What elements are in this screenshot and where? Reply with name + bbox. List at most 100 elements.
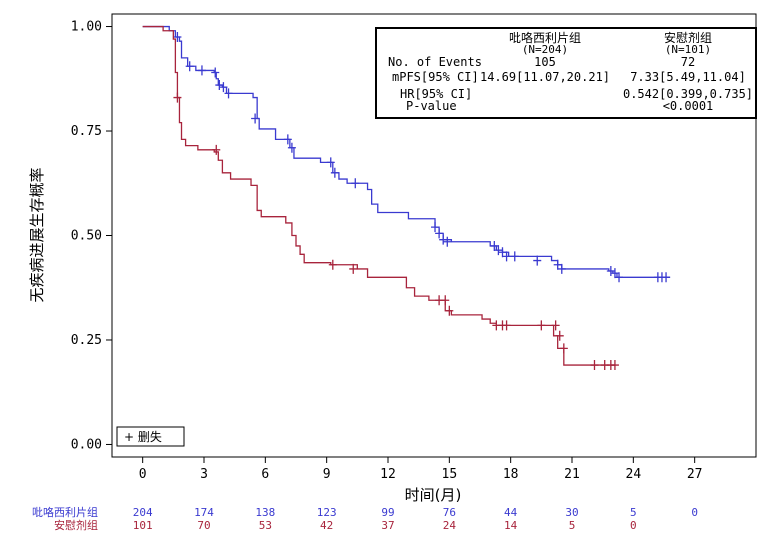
censor-mark [610, 268, 619, 279]
stats-header-blue: 吡咯西利片组 [509, 30, 581, 45]
stats-header-blue-n: (N=204) [522, 43, 568, 56]
y-axis-label: 无疾病进展生存概率 [28, 167, 46, 302]
stats-box: 吡咯西利片组 (N=204) 安慰剂组 (N=101) No. of Event… [375, 27, 757, 119]
risk-count: 138 [255, 506, 275, 519]
y-tick-label: 0.75 [71, 124, 102, 139]
censor-mark [349, 263, 358, 274]
risk-count: 30 [565, 506, 578, 519]
stats-row-hr-red: 0.542[0.399,0.735] [623, 87, 753, 101]
censor-mark [606, 266, 615, 277]
risk-count: 174 [194, 506, 214, 519]
censor-mark [173, 92, 182, 103]
stats-row-pvalue-label: P-value [406, 99, 457, 113]
km-curves [142, 25, 671, 371]
risk-count: 5 [569, 519, 576, 532]
y-tick-label: 0.25 [71, 333, 102, 348]
censor-mark [610, 360, 619, 371]
risk-count: 0 [691, 506, 698, 519]
x-tick-label: 24 [626, 467, 642, 482]
stats-row-events-blue: 105 [534, 55, 556, 69]
censor-mark [326, 157, 335, 168]
censor-mark [173, 31, 182, 42]
legend-frame [116, 426, 185, 447]
censor-mark [287, 142, 296, 153]
risk-count: 42 [320, 519, 333, 532]
x-tick-label: 15 [442, 467, 458, 482]
stats-row-mpfs-label: mPFS[95% CI] [392, 70, 479, 84]
risk-count: 5 [630, 506, 637, 519]
x-tick-label: 21 [564, 467, 580, 482]
risk-count: 14 [504, 519, 518, 532]
x-tick-label: 6 [261, 467, 269, 482]
censor-mark [615, 272, 624, 283]
stats-header-red-n: (N=101) [665, 43, 711, 56]
risk-row-label: 吡咯西利片组 [32, 505, 98, 519]
x-tick-label: 3 [200, 467, 208, 482]
km-step-line [142, 25, 615, 366]
x-tick-label: 18 [503, 467, 519, 482]
censor-mark [283, 134, 292, 145]
censor-mark [431, 222, 440, 233]
risk-count: 76 [443, 506, 456, 519]
stats-row-mpfs-red: 7.33[5.49,11.04] [630, 70, 746, 84]
censor-mark [490, 240, 499, 251]
censor-mark [553, 259, 562, 270]
censor-mark [557, 263, 566, 274]
x-axis-label: 时间(月) [405, 486, 462, 504]
censor-mark [537, 320, 546, 331]
censor-mark [439, 234, 448, 245]
censor-mark [185, 61, 194, 72]
censor-mark [219, 82, 228, 93]
censor-mark [328, 259, 337, 270]
risk-count: 70 [197, 519, 210, 532]
censor-mark [445, 305, 454, 316]
risk-count: 37 [381, 519, 394, 532]
risk-count: 101 [133, 519, 153, 532]
censor-mark [251, 113, 260, 124]
y-tick-label: 0.50 [71, 229, 102, 244]
legend: + 删失 [116, 426, 185, 447]
stats-row-events-red: 72 [681, 55, 695, 69]
risk-count: 0 [630, 519, 637, 532]
censor-mark [502, 320, 511, 331]
censor-mark [441, 295, 450, 306]
stats-row-mpfs-blue: 14.69[11.07,20.21] [480, 70, 610, 84]
censor-mark [443, 236, 452, 247]
stats-row-hr-label: HR[95% CI] [400, 87, 472, 101]
censor-mark [498, 247, 507, 258]
risk-row-label: 安慰剂组 [54, 518, 98, 532]
censor-mark [662, 272, 671, 283]
censor-mark [494, 245, 503, 256]
censor-mark [551, 320, 560, 331]
risk-count: 24 [443, 519, 457, 532]
legend-label: + 删失 [124, 429, 162, 444]
risk-count: 44 [504, 506, 518, 519]
censor-mark [330, 167, 339, 178]
stats-row-events-label: No. of Events [388, 55, 482, 69]
censor-mark [559, 343, 568, 354]
x-tick-label: 12 [380, 467, 396, 482]
stats-box-frame [375, 27, 757, 119]
risk-count: 204 [133, 506, 153, 519]
risk-count: 53 [259, 519, 272, 532]
censor-mark [533, 255, 542, 266]
stats-row-pvalue-red: <0.0001 [663, 99, 714, 113]
censor-mark [351, 178, 360, 189]
censor-mark [502, 251, 511, 262]
x-axis: 0 3 6 9 12 15 18 21 24 27 [139, 457, 703, 482]
series-placebo [142, 25, 619, 371]
y-tick-label: 1.00 [71, 20, 102, 35]
censor-mark [590, 360, 599, 371]
censor-mark [211, 67, 220, 78]
y-axis: 0.00 0.25 0.50 0.75 1.00 [71, 20, 112, 452]
x-tick-label: 27 [687, 467, 703, 482]
x-tick-label: 0 [139, 467, 147, 482]
risk-count: 123 [317, 506, 337, 519]
censor-mark [215, 80, 224, 91]
censor-mark [197, 65, 206, 76]
censor-mark [510, 251, 519, 262]
stats-header-red: 安慰剂组 [664, 30, 712, 45]
x-tick-label: 9 [323, 467, 331, 482]
